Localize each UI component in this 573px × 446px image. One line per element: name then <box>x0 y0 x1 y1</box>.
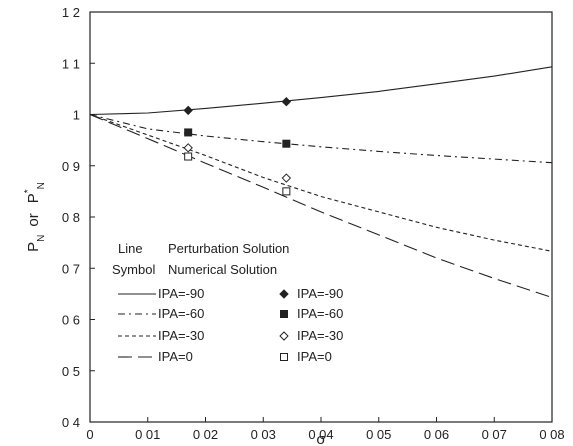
legend-symbol-label: IPA=0 <box>297 349 332 364</box>
legend-symbol-swatch <box>280 353 288 361</box>
x-tick-label: 0 07 <box>482 427 507 442</box>
data-marker <box>281 173 292 183</box>
data-marker <box>183 105 193 116</box>
legend-header-symbol-desc: Numerical Solution <box>168 262 277 277</box>
marker-layer <box>183 96 292 196</box>
series-line <box>89 66 553 116</box>
series-line <box>89 113 553 299</box>
legend-line-label: IPA=-30 <box>158 328 204 343</box>
legend-entries: IPA=-90 IPA=-60 IPA=-30 IPA=0 IPA=-90 IPA=-60… <box>118 286 343 364</box>
y-tick-label: 1 <box>73 108 80 123</box>
y-title-sub2: N <box>36 182 47 189</box>
legend-header-line-label: Line <box>118 241 143 256</box>
series-line <box>89 113 553 164</box>
y-tick-label: 0 7 <box>62 261 80 276</box>
legend-line-label: IPA=-90 <box>158 286 204 301</box>
series-layer <box>89 66 553 299</box>
data-marker <box>184 152 193 161</box>
legend-symbol-label: IPA=-30 <box>297 328 343 343</box>
x-tick-label: 0 02 <box>193 427 218 442</box>
x-tick-label: 0 03 <box>251 427 276 442</box>
data-marker <box>281 96 292 107</box>
x-tick-label: 0 08 <box>539 427 564 442</box>
y-tick-label: 0 6 <box>62 313 80 328</box>
data-marker <box>282 139 291 148</box>
data-marker <box>282 187 291 196</box>
legend-symbol-swatch <box>279 331 289 341</box>
legend: Line Perturbation Solution Symbol Numeri… <box>112 241 343 364</box>
x-tick-label: 0 05 <box>366 427 391 442</box>
x-axis: 0 0 01 0 02 0 03 0 04 0 05 0 06 0 07 0 08 <box>86 417 565 442</box>
y-tick-label: 1 1 <box>62 56 80 71</box>
y-axis: 0 4 0 5 0 6 0 7 0 8 0 9 1 1 1 1 2 <box>62 5 95 430</box>
y-tick-label: 0 4 <box>62 415 80 430</box>
legend-line-label: IPA=-60 <box>158 306 204 321</box>
data-marker <box>184 128 193 137</box>
x-tick-label: 0 01 <box>135 427 160 442</box>
legend-symbol-swatch <box>280 310 288 318</box>
legend-symbol-label: IPA=-90 <box>297 286 343 301</box>
y-tick-label: 0 8 <box>62 210 80 225</box>
y-tick-label: 0 5 <box>62 364 80 379</box>
legend-symbol-label: IPA=-60 <box>297 306 343 321</box>
x-axis-title: σ <box>316 431 326 446</box>
data-marker <box>183 143 193 153</box>
y-title-main: P <box>25 242 42 252</box>
legend-symbol-swatch <box>279 289 289 299</box>
x-tick-label: 0 <box>86 427 93 442</box>
y-title-or: or <box>25 213 42 226</box>
legend-line-label: IPA=0 <box>158 349 193 364</box>
series-line <box>89 113 553 252</box>
legend-header-symbol-label: Symbol <box>112 262 155 277</box>
legend-header-line-desc: Perturbation Solution <box>168 241 289 256</box>
y-tick-label: 0 9 <box>62 159 80 174</box>
svg-text:PNorP*N: PNorP*N <box>23 182 47 252</box>
y-title-main2: P <box>25 193 42 203</box>
x-tick-label: 0 06 <box>424 427 449 442</box>
y-tick-label: 1 2 <box>62 5 80 20</box>
y-title-sup2: * <box>23 189 34 193</box>
y-title-sub: N <box>36 235 47 242</box>
y-axis-title: PNorP*N <box>23 182 47 252</box>
x-tick-label: 0 04 <box>308 427 333 442</box>
